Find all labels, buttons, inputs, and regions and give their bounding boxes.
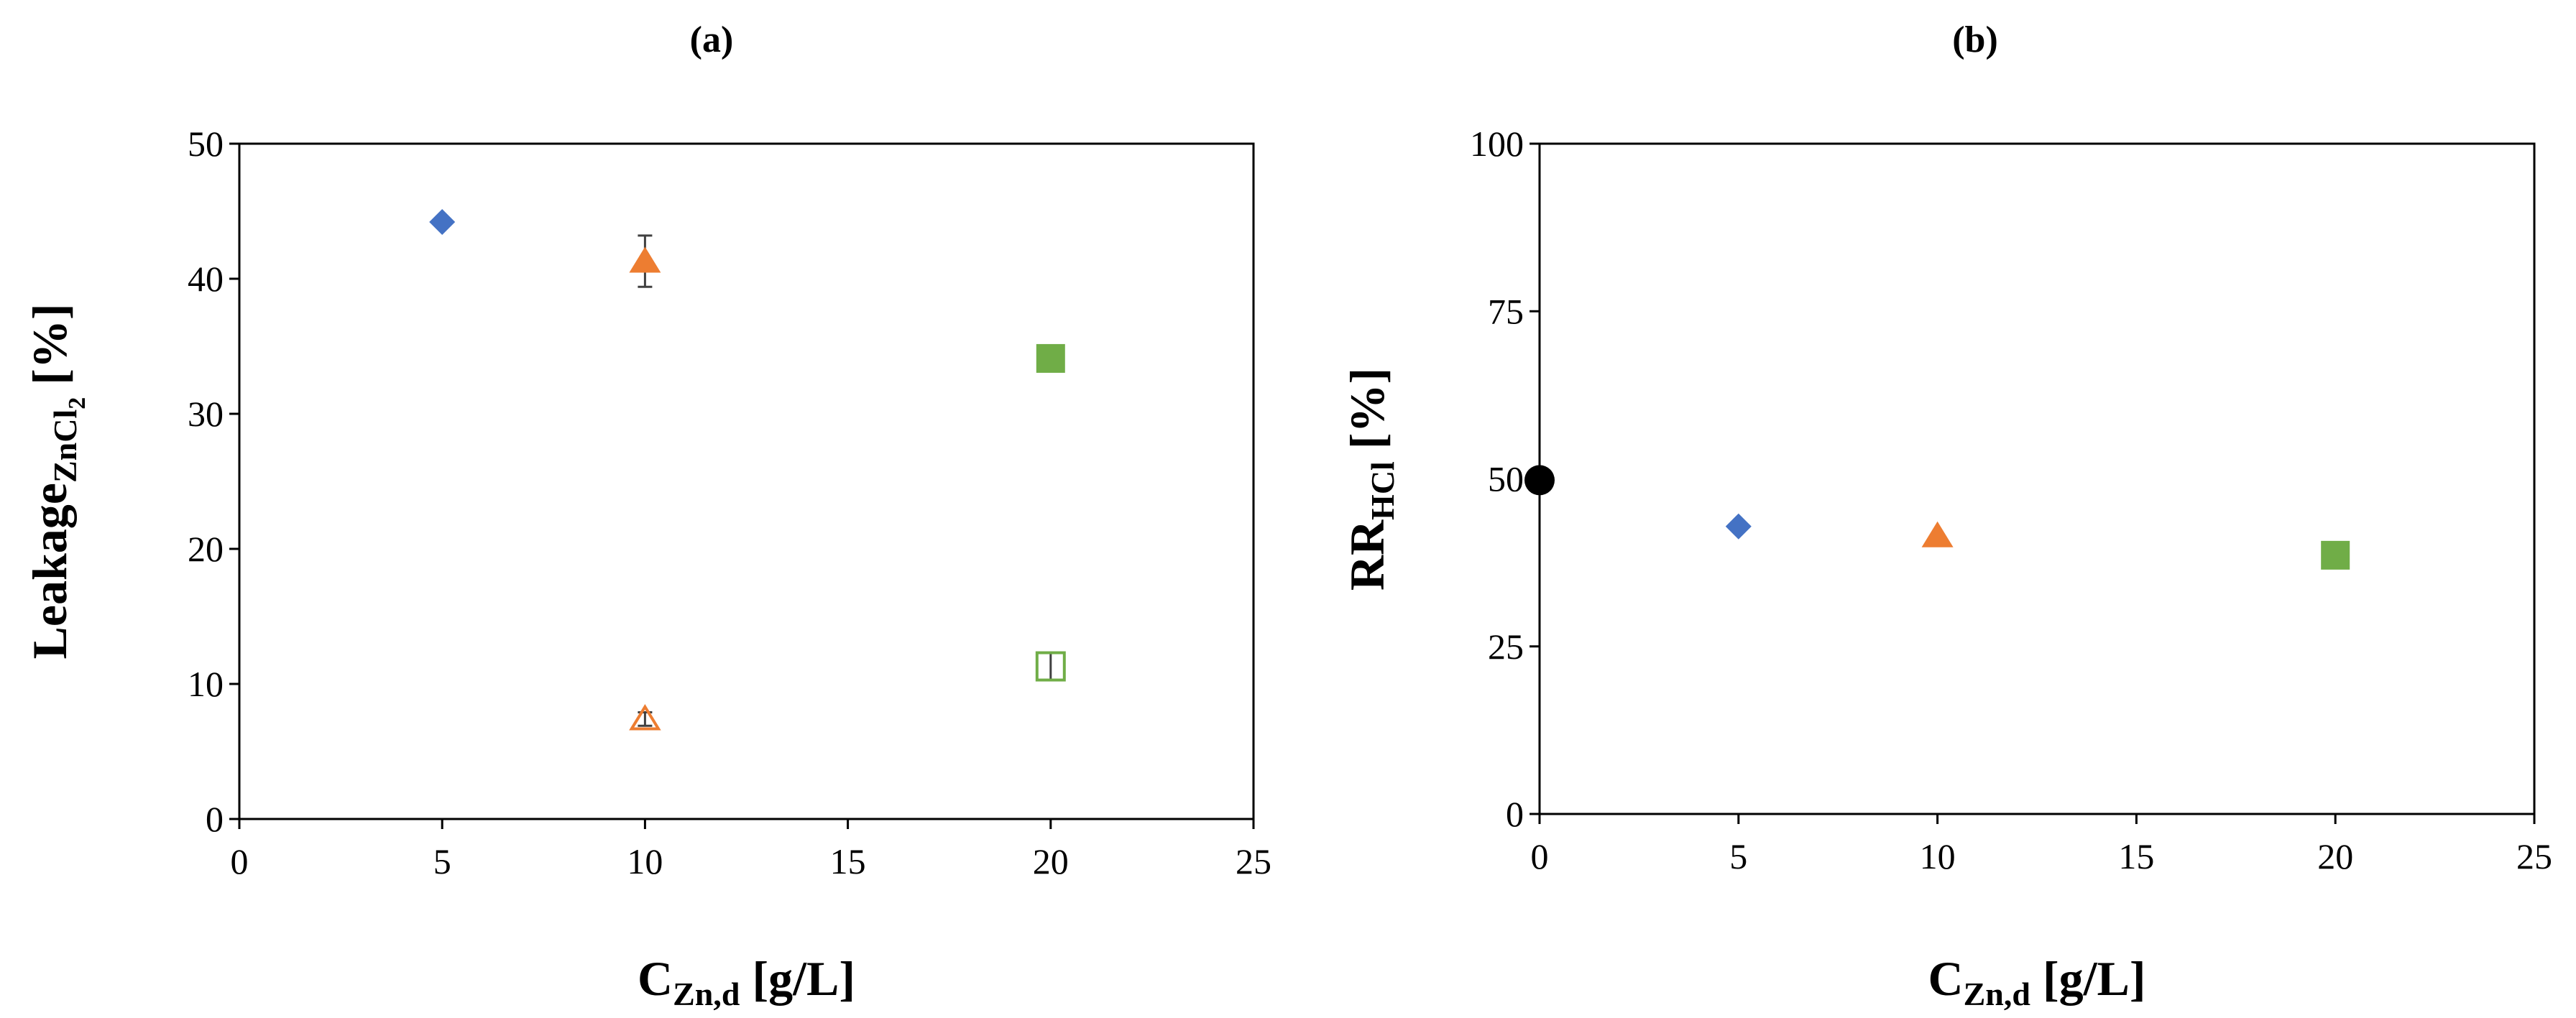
x-tick-label: 5 xyxy=(433,841,451,882)
data-point-triangle xyxy=(629,246,661,273)
x-tick-label: 25 xyxy=(1236,841,1271,882)
data-point-circle xyxy=(1524,465,1555,496)
x-axis-label: CZn,d [g/L] xyxy=(1928,951,2145,1012)
x-tick-label: 20 xyxy=(1033,841,1069,882)
y-tick-label: 10 xyxy=(188,664,224,704)
data-point-triangle xyxy=(1921,521,1954,547)
y-axis-label: LeakageZnCl2 [%] xyxy=(22,303,91,659)
y-tick-label: 0 xyxy=(206,799,224,839)
data-point-diamond xyxy=(1725,513,1752,540)
data-point-square-open xyxy=(1035,651,1066,682)
data-point-square xyxy=(2321,540,2350,570)
x-tick-label: 5 xyxy=(1729,836,1747,876)
chart-panel-a: (a) 0 5 10 15 20 25 0 10 20 30 40 50 CZn,d [g/L] Leaka… xyxy=(22,19,1271,1012)
x-tick-label: 15 xyxy=(830,841,866,882)
x-tick-label: 0 xyxy=(231,841,249,882)
x-tick-label: 20 xyxy=(2317,836,2353,876)
y-axis-label: RRHCl [%] xyxy=(1340,368,1401,591)
plot-frame xyxy=(1538,142,2536,815)
y-tick-label: 100 xyxy=(1470,124,1524,164)
x-tick-label: 10 xyxy=(1920,836,1956,876)
data-point-square xyxy=(1036,343,1065,373)
data-point-diamond xyxy=(429,209,456,236)
panel-label: (a) xyxy=(690,19,734,60)
y-tick-label: 0 xyxy=(1506,794,1524,834)
y-tick-label: 20 xyxy=(188,529,224,569)
x-tick-label: 25 xyxy=(2516,836,2552,876)
panel-label: (b) xyxy=(1952,19,1998,60)
y-tick-label: 50 xyxy=(1488,459,1524,499)
x-tick-label: 15 xyxy=(2118,836,2154,876)
y-tick-label: 25 xyxy=(1488,626,1524,667)
x-tick-label: 10 xyxy=(627,841,663,882)
data-point-triangle-open xyxy=(629,704,661,731)
y-tick-label: 40 xyxy=(188,259,224,299)
x-axis-label: CZn,d [g/L] xyxy=(638,951,855,1012)
y-tick-label: 50 xyxy=(188,124,224,164)
y-tick-label: 30 xyxy=(188,394,224,434)
y-tick-label: 75 xyxy=(1488,291,1524,331)
plot-frame xyxy=(238,142,1255,820)
chart-panel-b: (b) 0 5 10 15 20 25 0 25 50 75 100 CZn,d [g/L] RRHCl … xyxy=(1340,19,2552,1012)
x-tick-label: 0 xyxy=(1531,836,1549,876)
